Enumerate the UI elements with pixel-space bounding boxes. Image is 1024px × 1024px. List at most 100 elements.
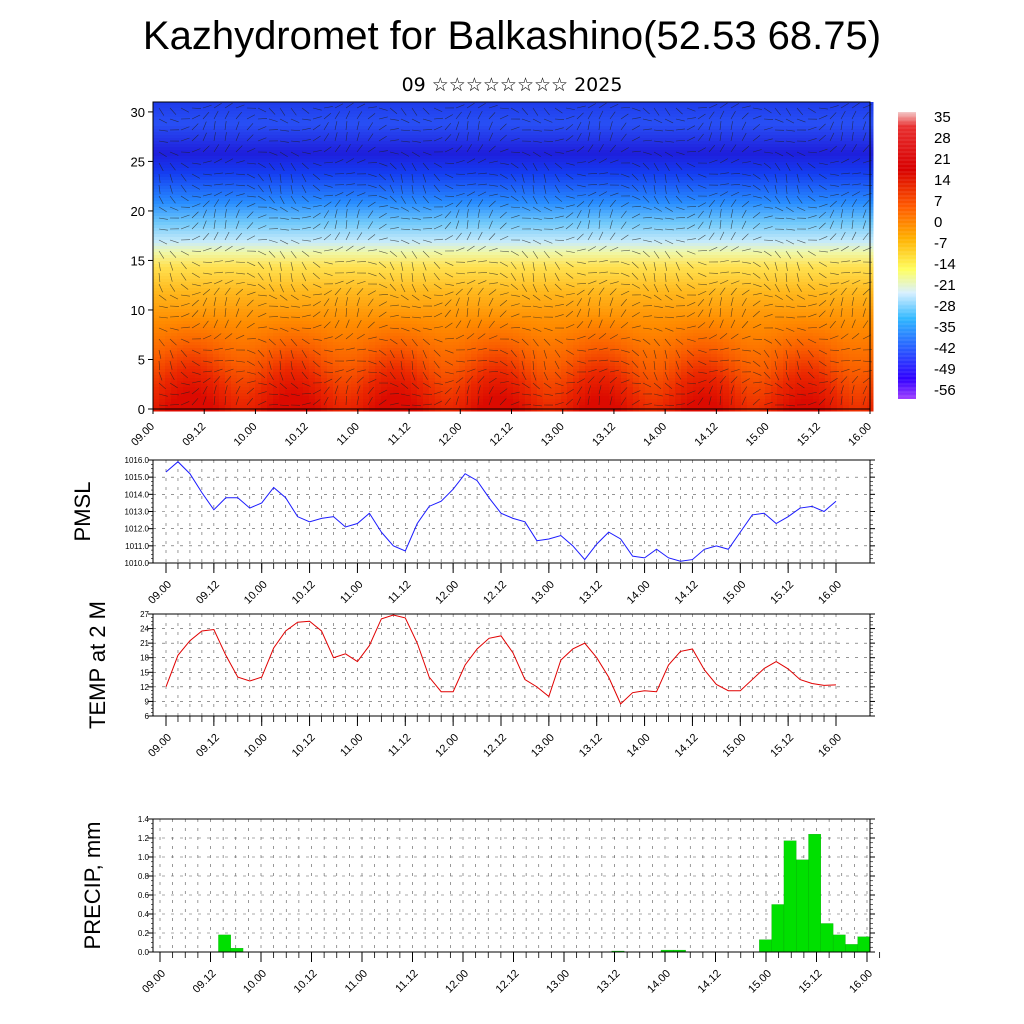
heat-cell (411, 135, 418, 139)
heat-cell (297, 387, 304, 391)
heat-cell (339, 330, 346, 334)
heat-cell (297, 402, 304, 406)
heat-cell (411, 366, 418, 370)
heat-cell (243, 354, 250, 358)
heat-cell (423, 285, 430, 289)
heat-cell (375, 351, 382, 355)
heat-cell (339, 357, 346, 361)
heat-cell (357, 381, 364, 385)
heat-cell (387, 141, 394, 145)
heat-cell (411, 159, 418, 163)
heat-cell (393, 336, 400, 340)
heat-cell (165, 114, 172, 118)
heat-cell (339, 402, 346, 406)
heat-cell (291, 339, 298, 343)
heat-cell (225, 360, 232, 364)
heat-cell (177, 330, 184, 334)
heat-cell (375, 318, 382, 322)
heat-cell (249, 351, 256, 355)
heat-cell (243, 267, 250, 271)
heat-cell (357, 390, 364, 394)
heat-cell (213, 375, 220, 379)
heat-cell (315, 138, 322, 142)
heat-cell (411, 111, 418, 115)
heat-cell (273, 117, 280, 121)
heat-cell (327, 354, 334, 358)
heat-cell (285, 333, 292, 337)
heat-cell (213, 303, 220, 307)
heat-cell (159, 150, 166, 154)
heat-cell (237, 375, 244, 379)
heat-cell (387, 276, 394, 280)
heat-cell (417, 246, 424, 250)
heat-cell (399, 117, 406, 121)
heat-cell (165, 138, 172, 142)
heat-cell (405, 207, 412, 211)
heat-cell (279, 249, 286, 253)
heat-cell (267, 333, 274, 337)
heat-cell (321, 102, 328, 106)
heat-cell (249, 120, 256, 124)
heat-cell (219, 237, 226, 241)
heat-cell (243, 192, 250, 196)
heat-cell (279, 273, 286, 277)
heat-cell (297, 279, 304, 283)
heat-cell (345, 402, 352, 406)
heat-cell (207, 408, 214, 412)
heat-cell (429, 228, 436, 232)
heat-cell (285, 177, 292, 181)
heat-cell (183, 357, 190, 361)
heat-cell (189, 231, 196, 235)
heat-cell (345, 117, 352, 121)
heat-cell (411, 372, 418, 376)
heat-cell (279, 390, 286, 394)
heat-cell (171, 258, 178, 262)
heat-cell (393, 177, 400, 181)
heat-cell (387, 369, 394, 373)
heat-cell (381, 405, 388, 409)
heat-cell (369, 348, 376, 352)
heat-cell (381, 249, 388, 253)
heat-cell (153, 144, 160, 148)
heat-cell (315, 111, 322, 115)
heat-cell (201, 111, 208, 115)
heat-cell (243, 276, 250, 280)
heat-cell (417, 138, 424, 142)
heat-cell (417, 285, 424, 289)
heat-cell (375, 120, 382, 124)
heat-cell (423, 249, 430, 253)
heat-cell (405, 273, 412, 277)
heat-cell (405, 342, 412, 346)
heat-cell (333, 267, 340, 271)
heat-cell (405, 348, 412, 352)
heat-cell (357, 168, 364, 172)
heat-cell (345, 357, 352, 361)
heat-cell (243, 270, 250, 274)
heat-cell (321, 342, 328, 346)
heat-cell (237, 210, 244, 214)
heat-cell (435, 378, 442, 382)
heat-cell (177, 312, 184, 316)
heat-cell (225, 246, 232, 250)
heat-cell (159, 255, 166, 259)
heat-cell (381, 288, 388, 292)
heat-cell (417, 321, 424, 325)
heat-cell (381, 324, 388, 328)
heat-cell (267, 231, 274, 235)
heat-cell (213, 276, 220, 280)
heat-cell (297, 108, 304, 112)
heat-cell (159, 189, 166, 193)
heat-cell (309, 243, 316, 247)
heat-cell (345, 243, 352, 247)
heat-cell (237, 279, 244, 283)
heat-cell (153, 123, 160, 127)
heat-cell (417, 399, 424, 403)
heat-cell (297, 318, 304, 322)
heat-cell (309, 282, 316, 286)
heat-cell (237, 138, 244, 142)
heat-cell (159, 261, 166, 265)
heat-cell (405, 327, 412, 331)
heat-cell (279, 204, 286, 208)
heat-cell (321, 234, 328, 238)
heat-cell (321, 405, 328, 409)
